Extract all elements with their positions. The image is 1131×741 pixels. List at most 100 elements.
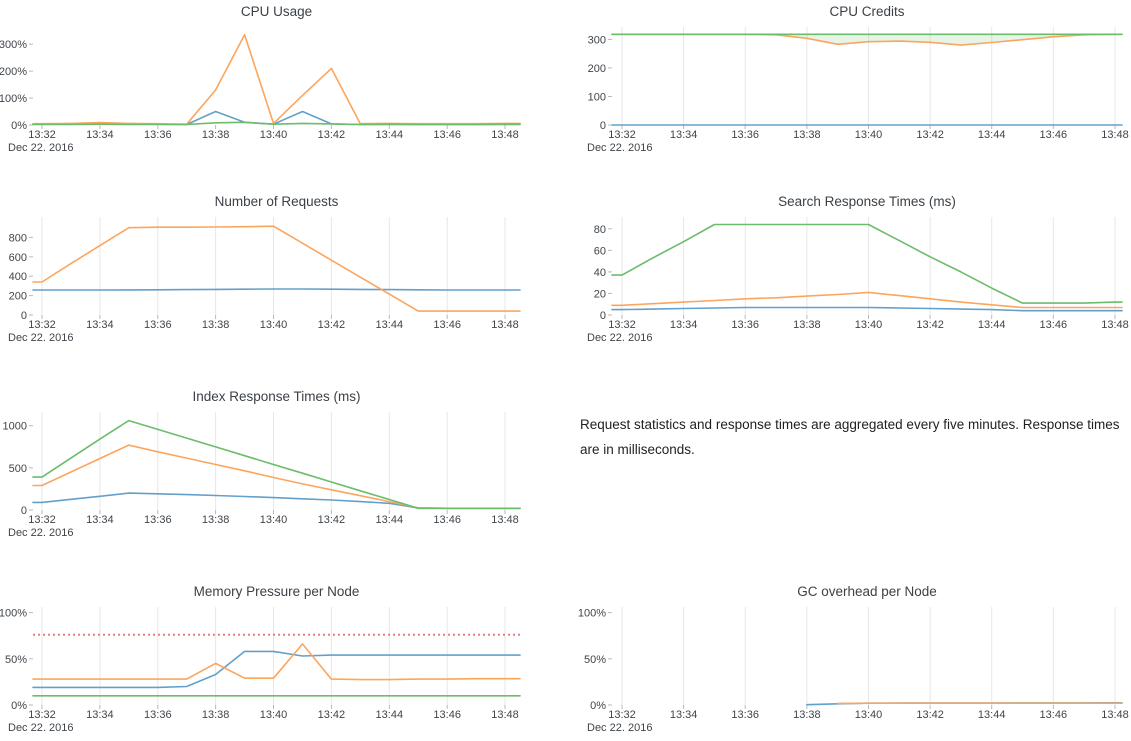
- svg-text:13:36: 13:36: [144, 319, 172, 331]
- svg-text:13:48: 13:48: [1101, 319, 1129, 331]
- svg-text:Dec 22. 2016: Dec 22. 2016: [8, 332, 73, 344]
- gc-overhead-chart: 13:32 13:34 13:36 13:38 13:40 13:42 13:44 13:46…: [578, 607, 1129, 734]
- svg-text:50%: 50%: [584, 654, 606, 666]
- svg-text:Dec 22. 2016: Dec 22. 2016: [587, 722, 652, 734]
- chart-cell-memory-pressure: Memory Pressure per Node 13:32 13:34 13:36…: [0, 580, 565, 741]
- svg-text:13:32: 13:32: [28, 129, 56, 141]
- svg-text:13:48: 13:48: [491, 709, 519, 721]
- svg-text:13:38: 13:38: [202, 129, 230, 141]
- svg-text:0: 0: [21, 310, 27, 322]
- svg-text:13:34: 13:34: [86, 709, 114, 721]
- index-response-times-chart: 13:32 13:34 13:36 13:38 13:40 13:42 13:44 13:46…: [3, 412, 521, 539]
- svg-text:13:42: 13:42: [318, 319, 346, 331]
- svg-text:13:46: 13:46: [1040, 129, 1068, 141]
- svg-text:13:40: 13:40: [855, 319, 883, 331]
- svg-text:13:36: 13:36: [731, 319, 759, 331]
- svg-text:100%: 100%: [0, 93, 27, 105]
- chart-title-search-response-times: Search Response Times (ms): [778, 194, 956, 209]
- svg-text:13:34: 13:34: [86, 319, 114, 331]
- search-response-times-chart: 13:32 13:34 13:36 13:38 13:40 13:42 13:44 13:46…: [587, 217, 1129, 344]
- cpu-credits-chart: 13:32 13:34 13:36 13:38 13:40 13:42 13:44 13:46…: [587, 27, 1129, 154]
- chart-title-number-of-requests: Number of Requests: [214, 194, 339, 209]
- svg-text:13:44: 13:44: [376, 709, 404, 721]
- chart-title-memory-pressure: Memory Pressure per Node: [193, 584, 360, 599]
- svg-text:13:32: 13:32: [28, 709, 56, 721]
- chart-cell-cpu-usage: CPU Usage 13:32 13:34 13:36 13:38 13:40 13:42…: [0, 0, 565, 161]
- chart-cell-number-of-requests: Number of Requests 13:32 13:34 13:36 13:38 1…: [0, 190, 565, 351]
- chart-cell-index-response-times: Index Response Times (ms) 13:32 13:34 13:3…: [0, 385, 565, 546]
- svg-text:40: 40: [594, 267, 606, 279]
- svg-text:13:38: 13:38: [793, 709, 821, 721]
- svg-text:13:38: 13:38: [202, 514, 230, 526]
- svg-text:0%: 0%: [11, 700, 27, 712]
- cpu-usage-chart: 13:32 13:34 13:36 13:38 13:40 13:42 13:44 13:46…: [0, 33, 521, 154]
- svg-text:13:36: 13:36: [144, 129, 172, 141]
- svg-text:13:46: 13:46: [1040, 709, 1068, 721]
- note-panel: Request statistics and response times ar…: [565, 385, 1131, 546]
- svg-text:13:34: 13:34: [86, 514, 114, 526]
- svg-text:13:42: 13:42: [916, 129, 944, 141]
- svg-text:13:44: 13:44: [978, 319, 1006, 331]
- svg-text:13:40: 13:40: [855, 709, 883, 721]
- svg-text:13:40: 13:40: [260, 319, 288, 331]
- svg-text:13:46: 13:46: [433, 129, 461, 141]
- svg-text:13:32: 13:32: [28, 319, 56, 331]
- svg-text:0%: 0%: [11, 120, 27, 132]
- svg-text:80: 80: [594, 224, 606, 236]
- svg-text:200: 200: [588, 63, 606, 75]
- svg-text:13:44: 13:44: [376, 129, 404, 141]
- svg-text:13:42: 13:42: [318, 129, 346, 141]
- svg-text:50%: 50%: [5, 654, 27, 666]
- svg-text:13:46: 13:46: [1040, 319, 1068, 331]
- svg-text:13:48: 13:48: [491, 319, 519, 331]
- chart-title-index-response-times: Index Response Times (ms): [192, 389, 361, 404]
- svg-text:13:34: 13:34: [670, 129, 698, 141]
- svg-text:13:38: 13:38: [202, 709, 230, 721]
- svg-text:13:46: 13:46: [433, 319, 461, 331]
- svg-text:13:34: 13:34: [670, 319, 698, 331]
- svg-text:13:32: 13:32: [28, 514, 56, 526]
- svg-text:60: 60: [594, 245, 606, 257]
- svg-text:13:36: 13:36: [144, 709, 172, 721]
- svg-text:500: 500: [9, 463, 27, 475]
- svg-text:13:46: 13:46: [433, 709, 461, 721]
- svg-text:13:48: 13:48: [491, 514, 519, 526]
- svg-text:Dec 22. 2016: Dec 22. 2016: [587, 332, 652, 344]
- svg-text:13:34: 13:34: [670, 709, 698, 721]
- svg-text:13:40: 13:40: [260, 709, 288, 721]
- svg-text:13:40: 13:40: [260, 514, 288, 526]
- svg-text:Dec 22. 2016: Dec 22. 2016: [8, 142, 73, 154]
- number-of-requests-chart: 13:32 13:34 13:36 13:38 13:40 13:42 13:44 13:46…: [8, 217, 521, 344]
- svg-text:200%: 200%: [0, 66, 27, 78]
- svg-text:13:38: 13:38: [202, 319, 230, 331]
- svg-text:100%: 100%: [0, 608, 27, 620]
- svg-text:13:36: 13:36: [144, 514, 172, 526]
- svg-text:Dec 22. 2016: Dec 22. 2016: [8, 722, 73, 734]
- svg-text:400: 400: [9, 271, 27, 283]
- note-text: Request statistics and response times ar…: [580, 417, 1120, 457]
- svg-text:1000: 1000: [3, 421, 27, 433]
- svg-text:0: 0: [21, 505, 27, 517]
- svg-text:0: 0: [600, 310, 606, 322]
- svg-text:13:34: 13:34: [86, 129, 114, 141]
- svg-text:13:44: 13:44: [376, 514, 404, 526]
- svg-text:13:36: 13:36: [731, 709, 759, 721]
- svg-text:13:46: 13:46: [433, 514, 461, 526]
- chart-title-cpu-usage: CPU Usage: [240, 4, 313, 19]
- svg-text:20: 20: [594, 288, 606, 300]
- svg-text:13:36: 13:36: [731, 129, 759, 141]
- svg-text:0: 0: [600, 120, 606, 132]
- svg-text:13:38: 13:38: [793, 129, 821, 141]
- svg-text:300%: 300%: [0, 39, 27, 51]
- svg-text:0%: 0%: [590, 700, 606, 712]
- svg-text:13:42: 13:42: [916, 319, 944, 331]
- svg-text:100%: 100%: [578, 608, 606, 620]
- chart-cell-cpu-credits: CPU Credits 13:32 13:34 13:36 13:38 13:40 13:…: [565, 0, 1131, 161]
- svg-text:Dec 22. 2016: Dec 22. 2016: [587, 142, 652, 154]
- svg-text:300: 300: [588, 34, 606, 46]
- svg-text:13:44: 13:44: [978, 129, 1006, 141]
- svg-text:13:48: 13:48: [491, 129, 519, 141]
- chart-cell-search-response-times: Search Response Times (ms) 13:32 13:34 13:…: [565, 190, 1131, 351]
- chart-title-gc-overhead: GC overhead per Node: [797, 584, 937, 599]
